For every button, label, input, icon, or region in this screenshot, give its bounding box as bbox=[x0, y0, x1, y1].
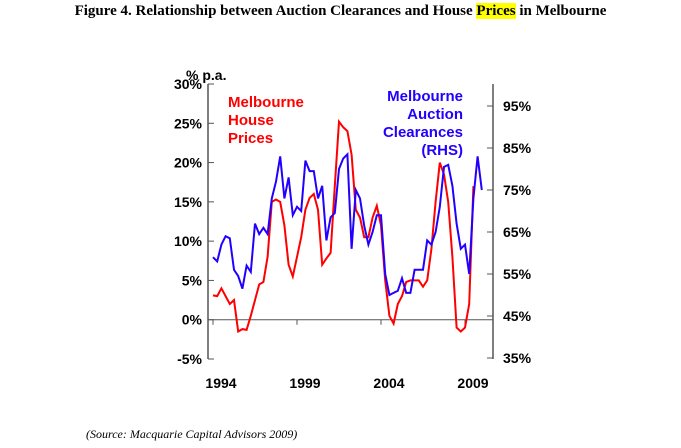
series-label: Auction bbox=[407, 106, 463, 123]
left-tick-label: 10% bbox=[174, 233, 203, 249]
highlighted-word: Prices bbox=[476, 3, 516, 19]
right-tick-label: 75% bbox=[503, 182, 532, 198]
series-line-house-prices bbox=[212, 118, 475, 334]
x-tick-label: 1994 bbox=[205, 375, 236, 391]
left-tick-label: 15% bbox=[174, 194, 203, 210]
left-tick-label: 20% bbox=[174, 155, 203, 171]
left-tick-label: -5% bbox=[177, 351, 202, 367]
series-label: Clearances bbox=[383, 124, 463, 141]
x-tick-label: 1999 bbox=[289, 375, 320, 391]
series-label: (RHS) bbox=[421, 142, 463, 159]
right-tick-label: 65% bbox=[503, 224, 532, 240]
left-tick-label: 5% bbox=[182, 272, 203, 288]
series-label: Prices bbox=[228, 130, 273, 147]
right-tick-label: 85% bbox=[503, 140, 532, 156]
left-tick-label: 30% bbox=[174, 76, 203, 92]
x-tick-label: 2009 bbox=[457, 375, 488, 391]
figure-title: Figure 4. Relationship between Auction C… bbox=[74, 3, 607, 19]
right-tick-label: 55% bbox=[503, 266, 532, 282]
right-tick-label: 45% bbox=[503, 308, 532, 324]
x-tick-label: 2004 bbox=[373, 375, 404, 391]
left-tick-label: 0% bbox=[182, 312, 203, 328]
left-tick-label: 25% bbox=[174, 115, 203, 131]
series-line-auction-clearances bbox=[212, 151, 483, 297]
series-label: Melbourne bbox=[387, 88, 463, 105]
right-tick-label: 95% bbox=[503, 98, 532, 114]
left-axis-unit: % p.a. bbox=[186, 67, 226, 83]
series-label: House bbox=[228, 112, 274, 129]
series-label: Melbourne bbox=[228, 94, 304, 111]
source-note: (Source: Macquarie Capital Advisors 2009… bbox=[86, 427, 298, 441]
right-tick-label: 35% bbox=[503, 350, 532, 366]
